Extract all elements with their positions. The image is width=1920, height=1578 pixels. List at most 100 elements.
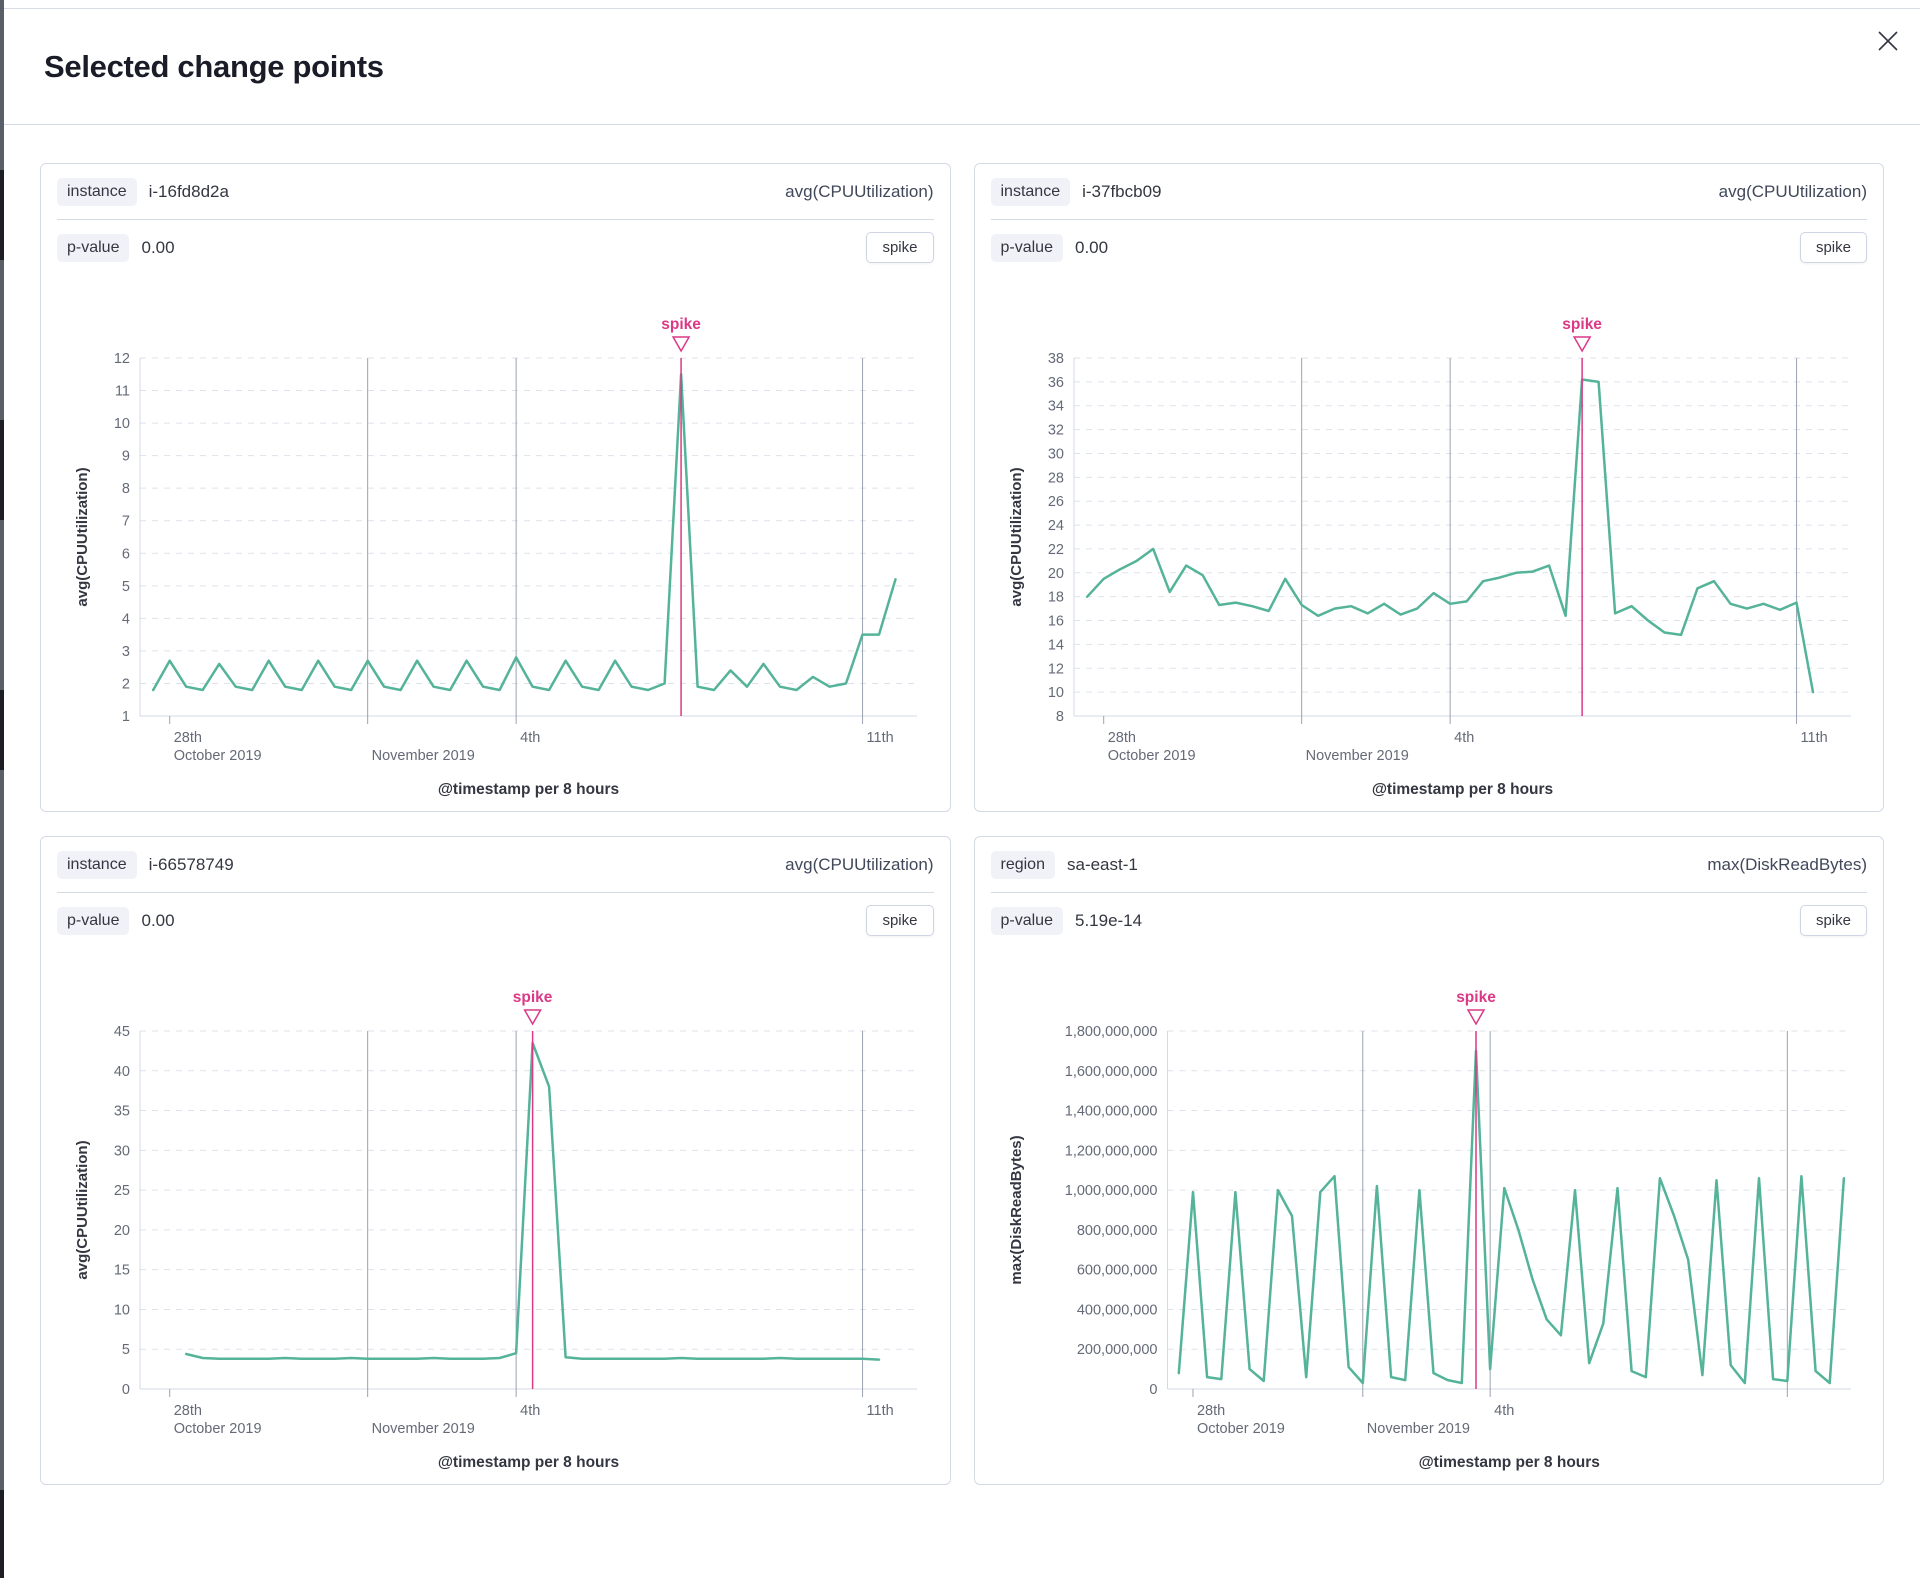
field-value: i-37fbcb09 bbox=[1082, 181, 1162, 201]
svg-text:spike: spike bbox=[1562, 316, 1602, 333]
p-value: 0.00 bbox=[141, 910, 175, 930]
card-header-row: region sa-east-1 max(DiskReadBytes) bbox=[975, 837, 1884, 892]
change-points-grid: instance i-16fd8d2a avg(CPUUtilization) … bbox=[4, 125, 1920, 1485]
agg-function-label: avg(CPUUtilization) bbox=[785, 181, 934, 201]
svg-text:1,800,000,000: 1,800,000,000 bbox=[1064, 1024, 1157, 1040]
p-value: 0.00 bbox=[1074, 237, 1109, 257]
svg-text:October 2019: October 2019 bbox=[174, 1421, 262, 1437]
svg-text:10: 10 bbox=[1047, 685, 1063, 701]
svg-text:28th: 28th bbox=[1196, 1403, 1224, 1419]
svg-text:November 2019: November 2019 bbox=[1366, 1421, 1469, 1437]
svg-text:28: 28 bbox=[1047, 470, 1063, 486]
svg-text:28th: 28th bbox=[174, 1403, 202, 1419]
svg-text:800,000,000: 800,000,000 bbox=[1076, 1223, 1157, 1239]
card-header-row: instance i-66578749 avg(CPUUtilization) bbox=[41, 837, 950, 892]
svg-text:November 2019: November 2019 bbox=[372, 748, 475, 764]
card-header-row: instance i-16fd8d2a avg(CPUUtilization) bbox=[41, 164, 950, 219]
svg-text:12: 12 bbox=[114, 351, 130, 367]
spike-filter-button[interactable]: spike bbox=[1799, 232, 1867, 263]
svg-text:November 2019: November 2019 bbox=[372, 1421, 475, 1437]
svg-text:@timestamp per 8 hours: @timestamp per 8 hours bbox=[1371, 781, 1552, 798]
svg-text:9: 9 bbox=[122, 449, 130, 465]
svg-text:11th: 11th bbox=[1800, 730, 1827, 746]
svg-text:8: 8 bbox=[122, 481, 130, 497]
background-page-sliver bbox=[0, 170, 4, 260]
svg-text:34: 34 bbox=[1047, 399, 1063, 415]
field-name-badge: region bbox=[990, 850, 1055, 879]
svg-text:@timestamp per 8 hours: @timestamp per 8 hours bbox=[438, 1454, 619, 1471]
svg-text:avg(CPUUtilization): avg(CPUUtilization) bbox=[74, 1140, 91, 1279]
spike-filter-button[interactable]: spike bbox=[866, 232, 934, 263]
svg-text:200,000,000: 200,000,000 bbox=[1076, 1342, 1157, 1358]
spike-filter-button[interactable]: spike bbox=[1799, 905, 1867, 936]
svg-text:October 2019: October 2019 bbox=[174, 748, 262, 764]
svg-text:22: 22 bbox=[1047, 542, 1063, 558]
background-page-sliver bbox=[0, 1490, 4, 1578]
field-value: sa-east-1 bbox=[1066, 854, 1138, 874]
svg-text:28th: 28th bbox=[1107, 730, 1135, 746]
change-point-card-4: region sa-east-1 max(DiskReadBytes) p-va… bbox=[973, 836, 1884, 1485]
field-name-badge: instance bbox=[990, 177, 1071, 206]
svg-text:28th: 28th bbox=[174, 730, 202, 746]
svg-text:30: 30 bbox=[114, 1143, 130, 1159]
svg-text:400,000,000: 400,000,000 bbox=[1076, 1302, 1157, 1318]
close-icon[interactable] bbox=[1866, 19, 1910, 63]
card-subheader-row: p-value 5.19e-14 spike bbox=[975, 893, 1884, 948]
card-header-row: instance i-37fbcb09 avg(CPUUtilization) bbox=[975, 164, 1884, 219]
svg-text:November 2019: November 2019 bbox=[1305, 748, 1408, 764]
svg-text:20: 20 bbox=[114, 1223, 130, 1239]
svg-text:8: 8 bbox=[1055, 709, 1063, 725]
svg-text:12: 12 bbox=[1047, 661, 1063, 677]
card-subheader-row: p-value 0.00 spike bbox=[41, 893, 950, 948]
svg-text:@timestamp per 8 hours: @timestamp per 8 hours bbox=[438, 781, 619, 798]
svg-text:4: 4 bbox=[122, 611, 130, 627]
line-chart: 8 10 12 14 16 18 20 22 24 26 28 30 32 34 36 38 28th Octob… bbox=[1008, 316, 1851, 798]
svg-text:avg(CPUUtilization): avg(CPUUtilization) bbox=[1008, 467, 1025, 606]
chart-area: 0 200,000,000 400,000,000 600,000,000 800,00… bbox=[975, 948, 1884, 1481]
card-divider bbox=[57, 892, 934, 893]
change-point-card-2: instance i-37fbcb09 avg(CPUUtilization) … bbox=[973, 163, 1884, 812]
field-name-badge: instance bbox=[57, 177, 137, 206]
change-point-card-3: instance i-66578749 avg(CPUUtilization) … bbox=[40, 836, 951, 1485]
svg-text:max(DiskReadBytes): max(DiskReadBytes) bbox=[1008, 1135, 1025, 1284]
background-page-sliver bbox=[0, 420, 4, 520]
agg-function-label: avg(CPUUtilization) bbox=[785, 854, 934, 874]
svg-text:24: 24 bbox=[1047, 518, 1063, 534]
line-chart: 0 5 10 15 20 25 30 35 40 45 28th October 2019 Novemb… bbox=[74, 989, 917, 1471]
svg-text:1: 1 bbox=[122, 709, 130, 725]
background-page-sliver bbox=[0, 690, 4, 770]
line-chart: 0 200,000,000 400,000,000 600,000,000 800,00… bbox=[1008, 989, 1851, 1471]
svg-text:3: 3 bbox=[122, 644, 130, 660]
svg-text:4th: 4th bbox=[1494, 1403, 1514, 1419]
field-name-badge: instance bbox=[57, 850, 137, 879]
chart-area: 8 10 12 14 16 18 20 22 24 26 28 30 32 34 36 38 28th Octob… bbox=[975, 275, 1884, 808]
svg-text:5: 5 bbox=[122, 1342, 130, 1358]
card-divider bbox=[57, 219, 934, 220]
svg-text:1,200,000,000: 1,200,000,000 bbox=[1064, 1143, 1157, 1159]
svg-text:36: 36 bbox=[1047, 375, 1063, 391]
svg-text:1,600,000,000: 1,600,000,000 bbox=[1064, 1064, 1157, 1080]
svg-text:20: 20 bbox=[1047, 566, 1063, 582]
svg-text:1,000,000,000: 1,000,000,000 bbox=[1064, 1183, 1157, 1199]
svg-text:4th: 4th bbox=[520, 730, 540, 746]
svg-text:spike: spike bbox=[1456, 989, 1496, 1006]
svg-text:40: 40 bbox=[114, 1064, 130, 1080]
svg-text:38: 38 bbox=[1047, 351, 1063, 367]
svg-text:10: 10 bbox=[114, 1302, 130, 1318]
card-divider bbox=[990, 892, 1867, 893]
svg-text:0: 0 bbox=[122, 1382, 130, 1398]
agg-function-label: max(DiskReadBytes) bbox=[1707, 854, 1867, 874]
svg-text:16: 16 bbox=[1047, 614, 1063, 630]
background-page-sliver bbox=[0, 0, 4, 1578]
svg-text:14: 14 bbox=[1047, 637, 1063, 653]
svg-text:@timestamp per 8 hours: @timestamp per 8 hours bbox=[1418, 1454, 1599, 1471]
chart-area: 1 2 3 4 5 6 7 8 9 10 11 12 28th October 2019 November … bbox=[41, 275, 950, 808]
svg-text:15: 15 bbox=[114, 1263, 130, 1279]
svg-text:0: 0 bbox=[1149, 1382, 1157, 1398]
svg-text:11th: 11th bbox=[867, 730, 894, 746]
svg-text:2: 2 bbox=[122, 676, 130, 692]
chart-area: 0 5 10 15 20 25 30 35 40 45 28th October 2019 Novemb… bbox=[41, 948, 950, 1481]
p-value-badge: p-value bbox=[990, 906, 1063, 935]
spike-filter-button[interactable]: spike bbox=[866, 905, 934, 936]
